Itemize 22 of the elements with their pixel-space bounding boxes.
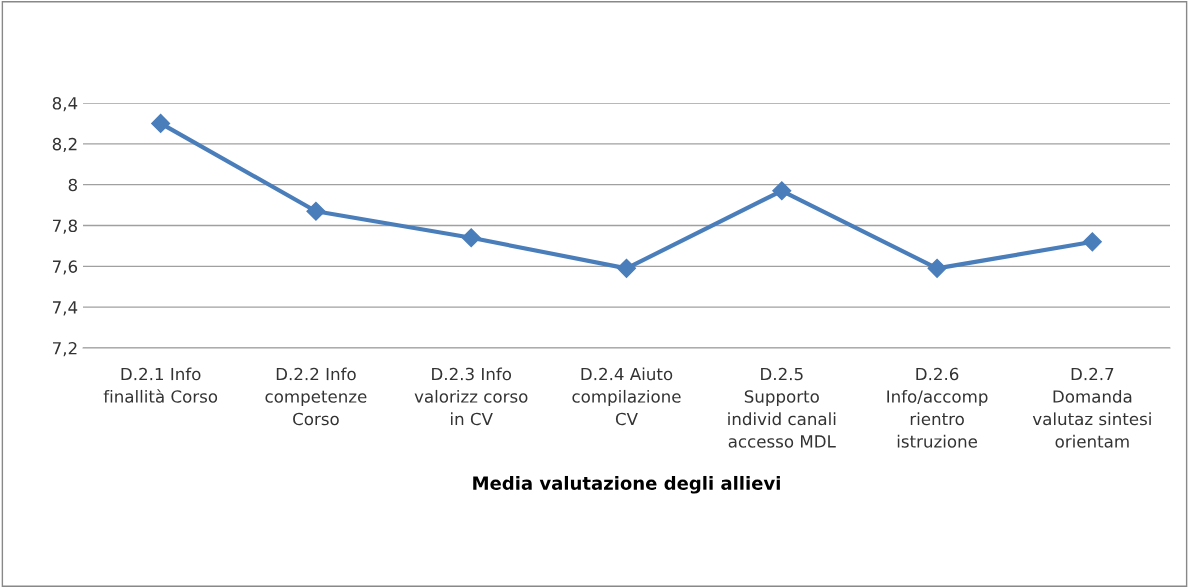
point [772,181,792,201]
x-tick-label: D.2.2 Info competenze Corso [265,367,367,426]
point [927,258,947,278]
y-tick-label: 7,4 [53,301,78,316]
y-tick-label: 8 [68,178,77,192]
point [151,113,171,133]
y-tick-label: 7,8 [53,219,77,234]
x-tick-label: D.2.6 Info/accomp rientro istruzione [887,367,988,448]
x-tick-label: D.2.4 Aiuto compilazione CV [572,367,681,426]
y-tick-label: 8,2 [52,137,77,153]
point [461,228,481,248]
x-tick-label: D.2.7 Domanda valutaz sintesi orientam [1032,367,1151,448]
y-tick-label: 8,4 [52,96,78,112]
x-tick-label: D.2.1 Info finallità Corso [103,367,218,403]
x-tick-label: D.2.3 Info valorizz corso in CV [414,367,528,426]
x-tick-label: D.2.5 Supporto individ canali accesso MDL [728,367,836,448]
x-axis-title: Media valutazione degli allievi [473,475,780,494]
y-tick-label: 7,6 [53,260,78,275]
point [616,258,637,278]
point [306,201,326,221]
point [1082,232,1102,252]
y-tick-label: 7,2 [53,341,77,357]
